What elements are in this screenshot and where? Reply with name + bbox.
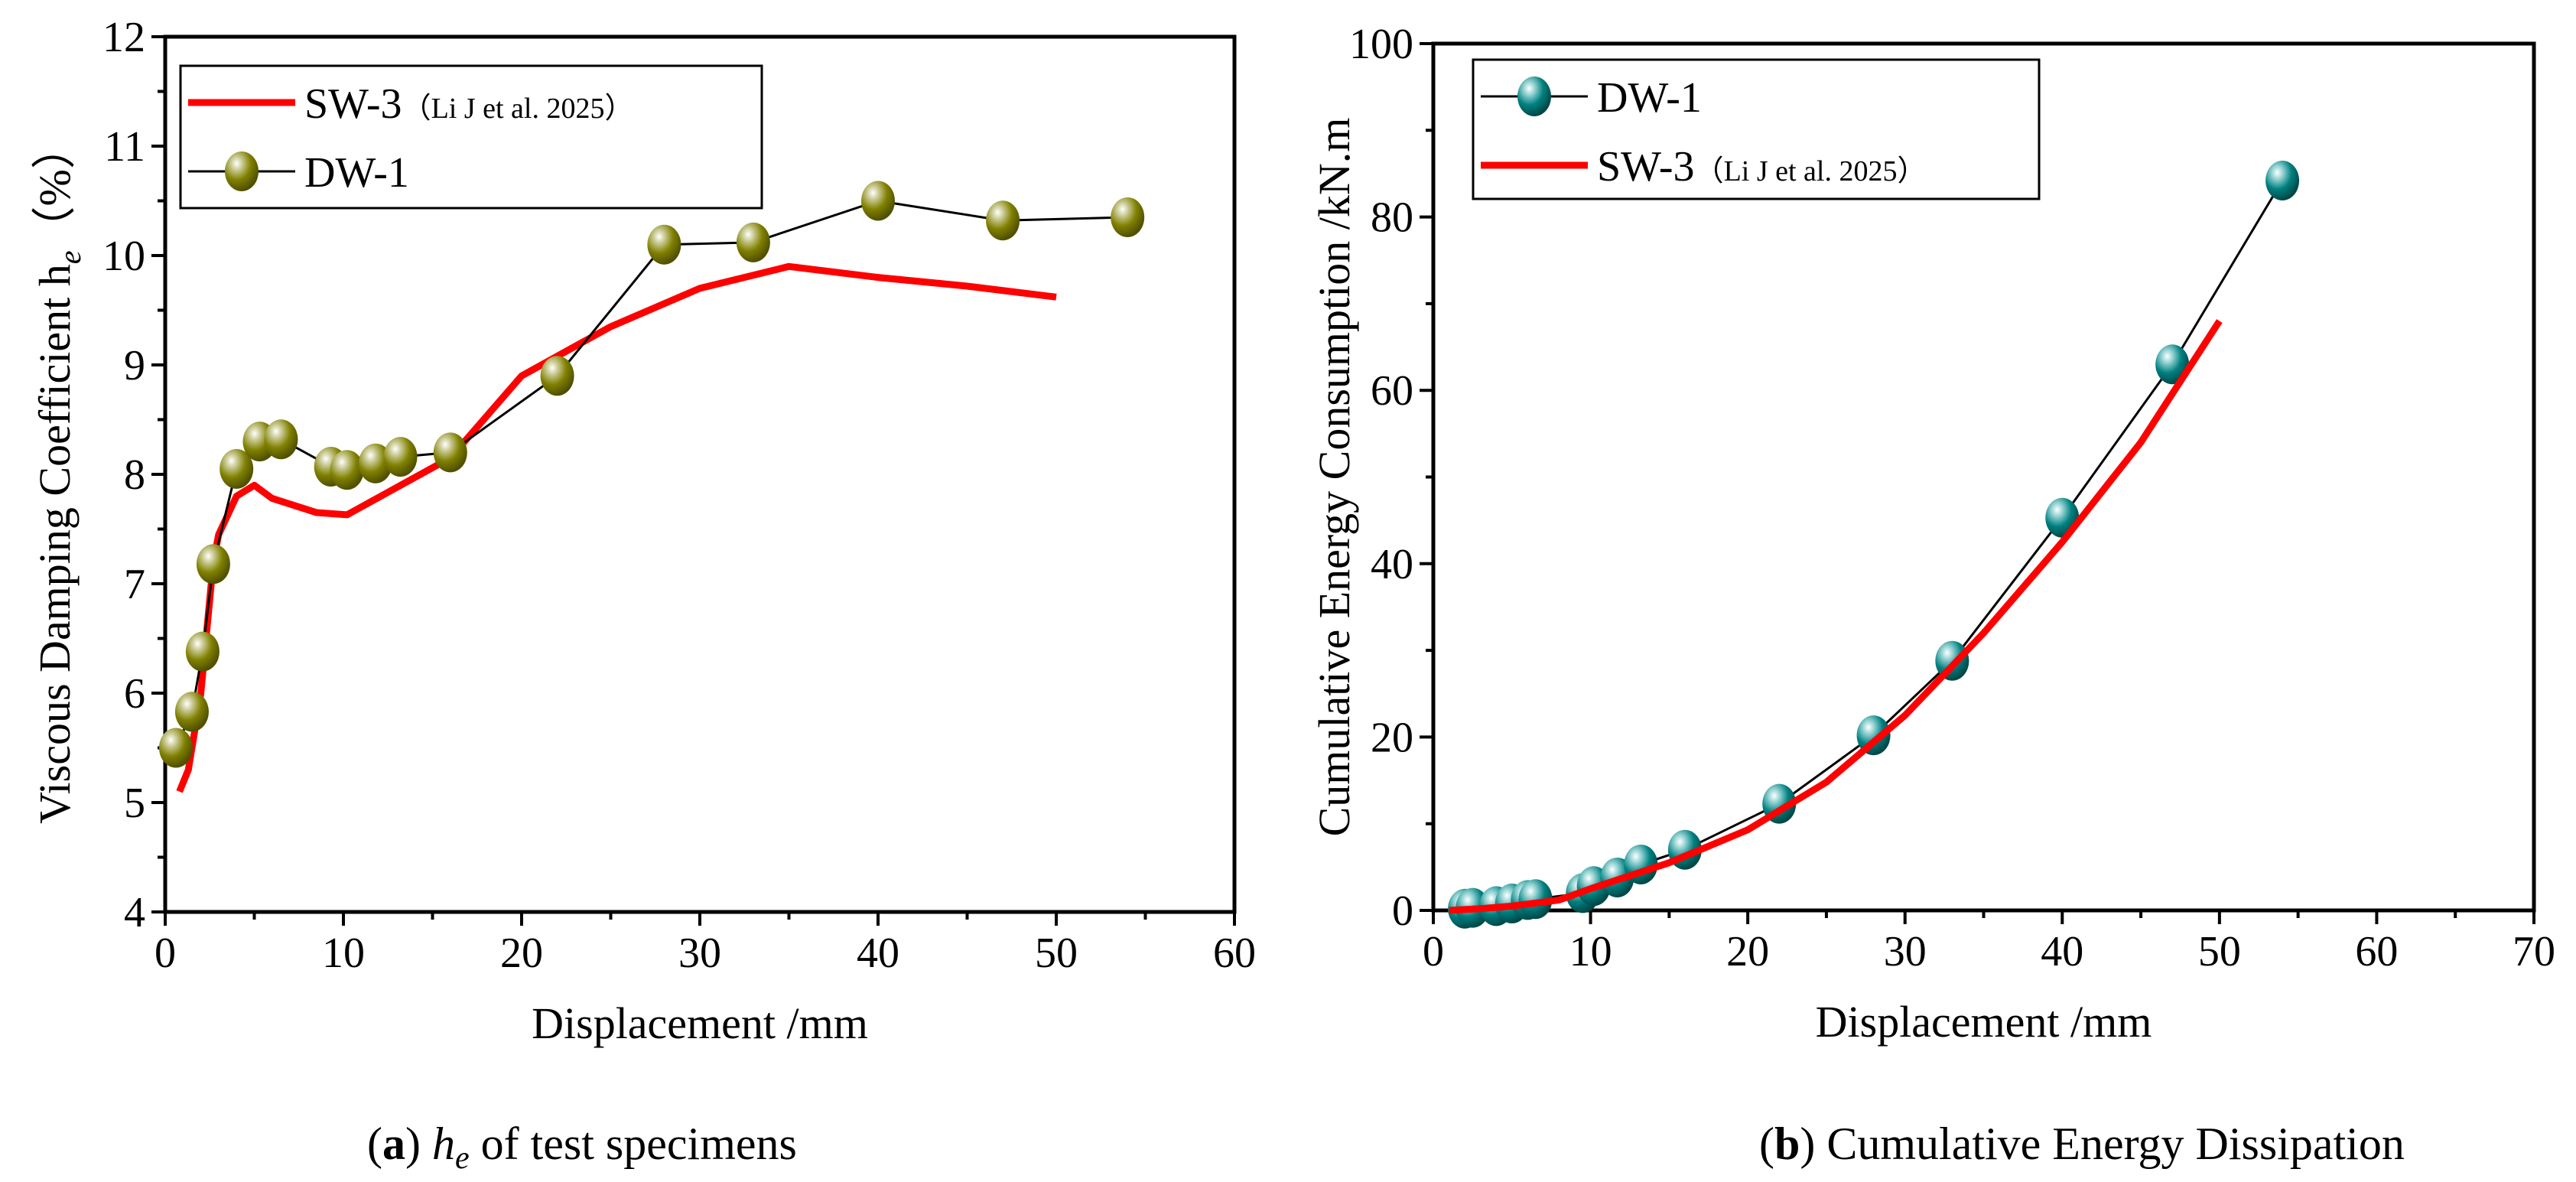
data-point-DW-1 [174,692,209,732]
legend: DW-1SW-3（Li J et al. 2025） [1472,58,2041,200]
x-tick-label: 50 [2198,928,2241,975]
legend-marker [1517,77,1551,116]
data-point-DW-1 [986,200,1020,241]
y-tick-label: 8 [124,451,145,499]
y-tick-label: 100 [1349,21,1413,68]
y-tick-label: 7 [124,561,145,608]
y-tick-label: 60 [1371,367,1413,415]
y-tick-label: 10 [102,233,145,280]
y-tick-label: 0 [1392,887,1413,935]
data-point-DW-1 [220,448,254,489]
series-line-SW-3 [176,262,1057,793]
x-tick-label: 30 [1884,928,1927,975]
y-tick-label: 80 [1371,194,1413,242]
x-tick-label: 40 [2041,928,2083,975]
y-axis-label: Viscous Damping Coefficient he（%） [30,125,87,824]
data-point-DW-1 [330,450,364,490]
x-tick-label: 20 [500,930,543,977]
data-point-DW-1 [1111,197,1145,237]
legend-box [179,64,763,210]
x-tick-label: 20 [1726,928,1769,975]
x-tick-label: 60 [1213,930,1256,977]
data-point-DW-1 [540,356,574,396]
data-point-DW-1 [433,432,467,473]
legend-label: DW-1 [304,149,409,197]
x-tick-label: 50 [1035,930,1078,977]
y-tick-label: 6 [124,670,145,718]
subfigure-caption: (b) Cumulative Energy Dissipation [1759,1119,2405,1169]
y-tick-label: 20 [1371,714,1413,761]
data-point-DW-1 [736,222,770,262]
series-line-SW-3 [1449,319,2223,914]
x-tick-label: 0 [154,930,176,977]
x-tick-label: 30 [678,930,721,977]
data-point-DW-1 [2265,161,2300,201]
x-tick-label: 0 [1423,928,1444,975]
data-point-DW-1 [264,419,298,460]
data-point-DW-1 [196,544,230,584]
data-point-DW-1 [2155,344,2190,385]
chart-b: 0 10 20 30 40 50 60 70 0 20 40 60 80 100 Displacement … [1309,21,2555,1169]
y-tick-label: 5 [124,780,145,827]
y-tick-label: 9 [124,342,145,389]
legend-box [1472,58,2041,200]
data-point-DW-1 [383,437,418,477]
data-point-DW-1 [1518,879,1553,920]
x-tick-label: 60 [2355,928,2398,975]
series-line-DW-1 [1464,180,2284,910]
y-axis-label: Cumulative Energy Consumption /kN.m [1309,118,1359,837]
legend-marker [225,151,259,191]
y-tick-label: 12 [102,14,145,61]
data-point-DW-1 [185,631,220,672]
x-tick-label: 40 [857,930,899,977]
data-point-DW-1 [861,181,895,221]
data-point-DW-1 [647,224,681,265]
x-axis-label: Displacement /mm [532,998,868,1048]
y-tick-label: 11 [104,123,145,171]
legend: SW-3（Li J et al. 2025）DW-1 [179,64,763,210]
x-tick-label: 70 [2513,928,2555,975]
x-tick-label: 10 [322,930,365,977]
legend-label: DW-1 [1597,74,1702,122]
y-tick-label: 40 [1371,541,1413,588]
x-tick-label: 10 [1569,928,1612,975]
x-axis-label: Displacement /mm [1816,997,2152,1047]
chart-a: 0 10 20 30 40 50 60 4 5 6 7 8 9 10 11 12 Displacement /m… [30,14,1256,1176]
y-tick-label: 4 [124,889,145,936]
subfigure-caption: (a) he of test specimens [367,1119,797,1176]
data-point-DW-1 [158,728,193,768]
